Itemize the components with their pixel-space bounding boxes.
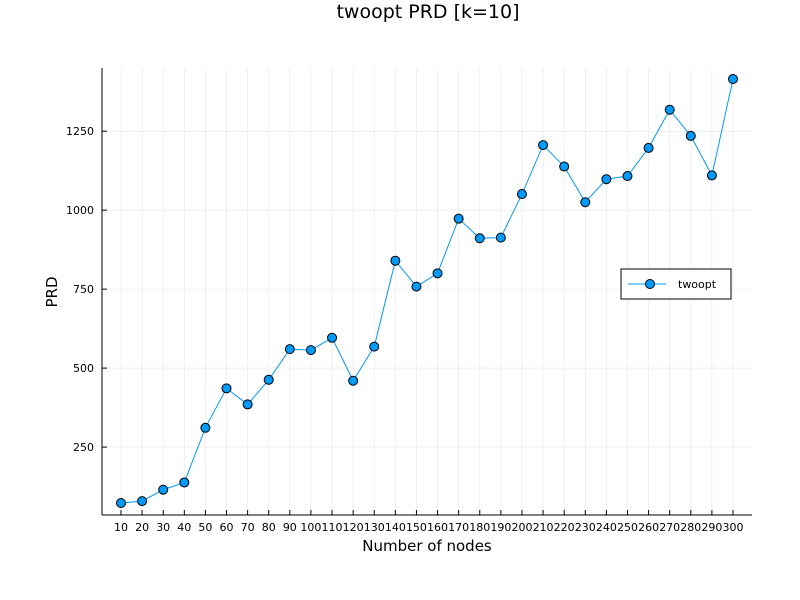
data-point	[158, 484, 169, 495]
x-tick-label: 150	[406, 521, 427, 534]
x-tick-label: 240	[596, 521, 617, 534]
x-tick-label: 230	[575, 521, 596, 534]
x-tick-label: 280	[680, 521, 701, 534]
data-point	[369, 341, 380, 352]
data-point	[432, 268, 443, 279]
x-tick-label: 40	[177, 521, 191, 534]
x-tick-label: 100	[300, 521, 321, 534]
data-point	[685, 130, 696, 141]
data-point	[622, 171, 633, 182]
data-point	[305, 345, 316, 356]
x-tick-label: 220	[554, 521, 575, 534]
data-point	[115, 497, 126, 508]
x-tick-label: 120	[343, 521, 364, 534]
y-tick-label: 500	[73, 362, 94, 375]
x-tick-label: 270	[659, 521, 680, 534]
legend-label: twoopt	[678, 278, 717, 291]
data-point	[284, 344, 295, 355]
data-point	[221, 383, 232, 394]
data-point	[179, 477, 190, 488]
series-line-twoopt	[120, 78, 734, 504]
x-tick-label: 60	[220, 521, 234, 534]
y-tick-label: 750	[73, 283, 94, 296]
y-axis-title: PRD	[43, 276, 61, 307]
y-tick-label: 250	[73, 441, 94, 454]
x-tick-label: 200	[511, 521, 532, 534]
x-tick-label: 210	[533, 521, 554, 534]
data-point	[580, 197, 591, 208]
x-tick-label: 10	[114, 521, 128, 534]
x-axis-title: Number of nodes	[362, 537, 492, 555]
x-tick-label: 20	[135, 521, 149, 534]
x-tick-label: 160	[427, 521, 448, 534]
legend: twoopt	[620, 268, 732, 300]
data-point	[411, 281, 422, 292]
x-tick-label: 190	[490, 521, 511, 534]
ticks: 10 20 30 40 50 60 70 80 90 100 110 120 130 140 150 160 1…	[66, 125, 744, 534]
y-tick-label: 1250	[66, 125, 94, 138]
data-point	[601, 174, 612, 185]
x-tick-label: 170	[448, 521, 469, 534]
x-tick-label: 80	[262, 521, 276, 534]
data-point	[516, 189, 527, 200]
x-tick-label: 300	[723, 521, 744, 534]
data-point	[327, 332, 338, 343]
data-point	[242, 399, 253, 410]
x-tick-label: 130	[364, 521, 385, 534]
data-point	[263, 374, 274, 385]
data-point	[643, 142, 654, 153]
data-point	[728, 74, 739, 85]
x-tick-label: 290	[701, 521, 722, 534]
x-tick-label: 180	[469, 521, 490, 534]
data-point	[474, 233, 485, 244]
x-tick-label: 70	[241, 521, 255, 534]
data-point	[390, 255, 401, 266]
series-layer	[115, 74, 739, 508]
data-point	[706, 170, 717, 181]
data-point	[200, 422, 211, 433]
data-point	[348, 375, 359, 386]
data-point	[664, 104, 675, 115]
data-point	[559, 161, 570, 172]
axes	[101, 68, 752, 516]
data-point	[495, 232, 506, 243]
x-tick-label: 90	[283, 521, 297, 534]
x-tick-label: 30	[156, 521, 170, 534]
data-point	[453, 213, 464, 224]
x-tick-label: 140	[385, 521, 406, 534]
x-tick-label: 50	[198, 521, 212, 534]
x-tick-label: 110	[322, 521, 343, 534]
legend-marker-swatch	[645, 279, 655, 289]
x-tick-label: 250	[617, 521, 638, 534]
x-tick-label: 260	[638, 521, 659, 534]
data-point	[538, 140, 549, 151]
data-point	[137, 496, 148, 507]
y-tick-label: 1000	[66, 204, 94, 217]
chart-title: twoopt PRD [k=10]	[336, 1, 519, 23]
